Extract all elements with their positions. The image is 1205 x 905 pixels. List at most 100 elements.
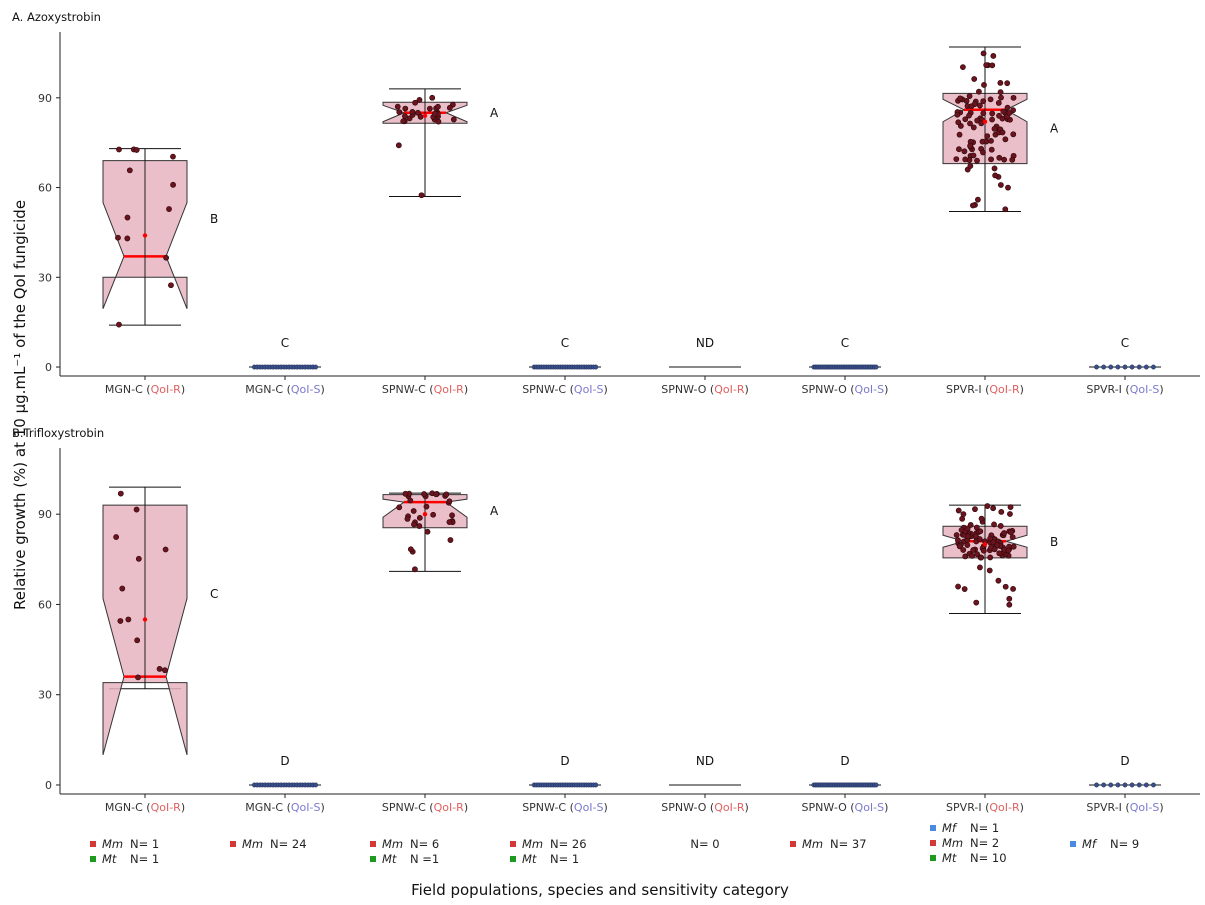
species-count: N= 2 [970, 836, 999, 850]
mean-point [142, 233, 148, 238]
data-point [967, 163, 974, 169]
significance-letter: ND [696, 336, 714, 350]
data-point [980, 547, 987, 554]
x-tick-label: SPNW-O (QoI-S) [802, 801, 889, 814]
data-point [396, 109, 403, 116]
data-point [986, 567, 993, 574]
x-tick-label: SPVR-I (QoI-S) [1086, 801, 1163, 814]
data-point [124, 214, 131, 221]
data-point [1007, 511, 1013, 517]
data-point [1010, 543, 1017, 550]
data-point [1101, 364, 1107, 370]
data-point [962, 553, 969, 560]
data-point [960, 511, 967, 518]
data-point [426, 105, 433, 112]
data-point [1006, 595, 1013, 602]
data-point [1108, 364, 1114, 370]
x-tick-label: SPNW-O (QoI-R) [661, 801, 749, 814]
data-point [168, 282, 174, 289]
data-point [988, 146, 995, 153]
data-point [1001, 156, 1008, 163]
species-name: Mt [102, 852, 117, 866]
data-point [967, 522, 974, 528]
species-swatch [230, 841, 236, 847]
data-point [163, 254, 170, 261]
data-point [435, 118, 442, 125]
data-point [313, 364, 319, 370]
data-point [960, 547, 967, 553]
data-point [423, 503, 430, 510]
x-tick-label: SPNW-C (QoI-S) [522, 801, 608, 814]
data-point [988, 156, 994, 163]
data-point [989, 110, 996, 117]
data-point [989, 116, 995, 123]
data-point [417, 113, 424, 120]
data-point [1094, 364, 1100, 370]
data-point [979, 138, 986, 145]
data-point [1129, 782, 1135, 788]
y-tick-label: 0 [45, 779, 52, 792]
data-point [1129, 364, 1135, 370]
data-point [984, 503, 991, 509]
data-point [996, 550, 1003, 557]
data-point [991, 165, 998, 172]
data-point [873, 782, 879, 788]
data-point [1010, 586, 1016, 592]
data-point [1004, 104, 1011, 111]
data-point [593, 782, 599, 788]
species-swatch [90, 856, 96, 862]
y-tick-label: 30 [38, 689, 52, 702]
panel-b-plot: 0 30 60 90 MGN-C (QoI-R) MGN-C (QoI-S) SPNW-C … [38, 448, 1200, 814]
data-point [1115, 782, 1121, 788]
species-name: Mt [382, 852, 397, 866]
x-tick-label: SPNW-O (QoI-S) [802, 383, 889, 396]
data-point [980, 110, 987, 117]
data-point [959, 515, 966, 522]
data-point [977, 564, 983, 571]
data-point [113, 534, 120, 540]
data-point [450, 116, 457, 123]
data-point [133, 147, 140, 153]
data-point [977, 102, 983, 109]
data-point [994, 542, 1001, 549]
significance-letter: C [841, 336, 849, 350]
data-point [416, 523, 423, 529]
species-name: Mm [242, 837, 263, 851]
data-point [973, 599, 980, 606]
significance-letter: C [1121, 336, 1129, 350]
significance-letter: D [560, 754, 569, 768]
data-point [1101, 782, 1107, 788]
data-point [126, 167, 133, 174]
species-swatch [370, 856, 376, 862]
species-swatch [510, 856, 516, 862]
data-point [1136, 782, 1142, 788]
data-point [967, 120, 973, 127]
species-count: N= 24 [270, 837, 307, 851]
data-point [971, 76, 978, 82]
data-point [1122, 782, 1128, 788]
data-point [1005, 547, 1012, 554]
data-point [988, 137, 994, 144]
data-point [967, 142, 973, 149]
data-point [1010, 94, 1017, 101]
data-point [976, 88, 982, 95]
data-point [1007, 504, 1014, 510]
data-point [990, 505, 997, 512]
data-point [402, 113, 408, 120]
data-point [449, 512, 455, 519]
significance-letter: A [490, 106, 499, 120]
mean-point [422, 113, 428, 118]
significance-letter: C [561, 336, 569, 350]
species-name: Mm [942, 836, 963, 850]
data-point [970, 152, 977, 159]
data-point [1143, 782, 1149, 788]
data-point [969, 552, 976, 559]
x-axis-label: Field populations, species and sensitivi… [411, 881, 789, 899]
data-point [996, 112, 1002, 119]
species-count: N= 6 [410, 837, 439, 851]
data-point [961, 148, 968, 155]
y-tick-label: 60 [38, 182, 52, 195]
data-point [955, 119, 962, 126]
data-point [415, 109, 421, 116]
data-point [134, 637, 141, 644]
